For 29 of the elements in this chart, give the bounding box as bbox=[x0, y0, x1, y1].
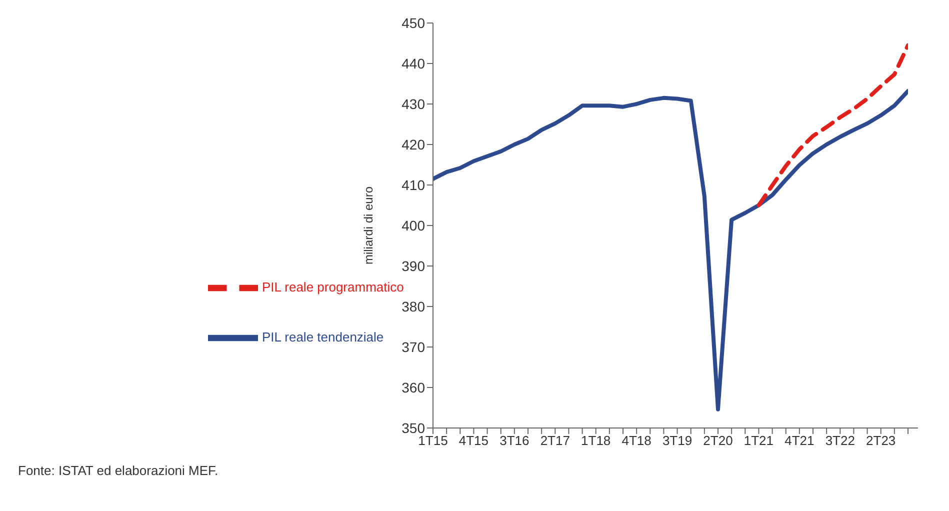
legend-label: PIL reale tendenziale bbox=[262, 329, 384, 344]
y-tick-label: 410 bbox=[402, 176, 426, 193]
line-series bbox=[756, 43, 908, 208]
x-tick-label: 4T21 bbox=[784, 433, 814, 448]
line-series bbox=[433, 89, 908, 412]
y-tick-label: 370 bbox=[402, 338, 426, 355]
x-tick-label: 2T17 bbox=[540, 433, 570, 448]
y-tick-label: 400 bbox=[402, 217, 426, 234]
y-tick-label: 350 bbox=[402, 420, 426, 436]
x-tick-label: 1T18 bbox=[581, 433, 611, 448]
x-tick-label: 1T21 bbox=[744, 433, 774, 448]
y-axis-title: miliardi di euro bbox=[361, 186, 376, 265]
y-tick-label: 440 bbox=[402, 55, 426, 72]
x-tick-label: 1T15 bbox=[418, 433, 448, 448]
source-note: Fonte: ISTAT ed elaborazioni MEF. bbox=[18, 463, 220, 478]
x-tick-label: 3T22 bbox=[825, 433, 855, 448]
y-tick-label: 420 bbox=[402, 136, 426, 152]
legend-label: PIL reale programmatico bbox=[262, 279, 404, 294]
x-tick-label: 2T23 bbox=[866, 433, 896, 448]
y-tick-label: 380 bbox=[402, 298, 426, 314]
y-tick-label: 430 bbox=[402, 96, 426, 112]
x-tick-label: 4T18 bbox=[622, 433, 652, 448]
x-tick-label: 2T20 bbox=[703, 433, 733, 448]
y-tick-label: 360 bbox=[402, 379, 426, 396]
y-tick-label: 390 bbox=[402, 258, 426, 274]
x-tick-label: 3T19 bbox=[662, 433, 692, 448]
y-tick-label: 450 bbox=[402, 14, 426, 31]
x-tick-label: 3T16 bbox=[500, 433, 530, 448]
x-tick-label: 4T15 bbox=[458, 433, 489, 448]
